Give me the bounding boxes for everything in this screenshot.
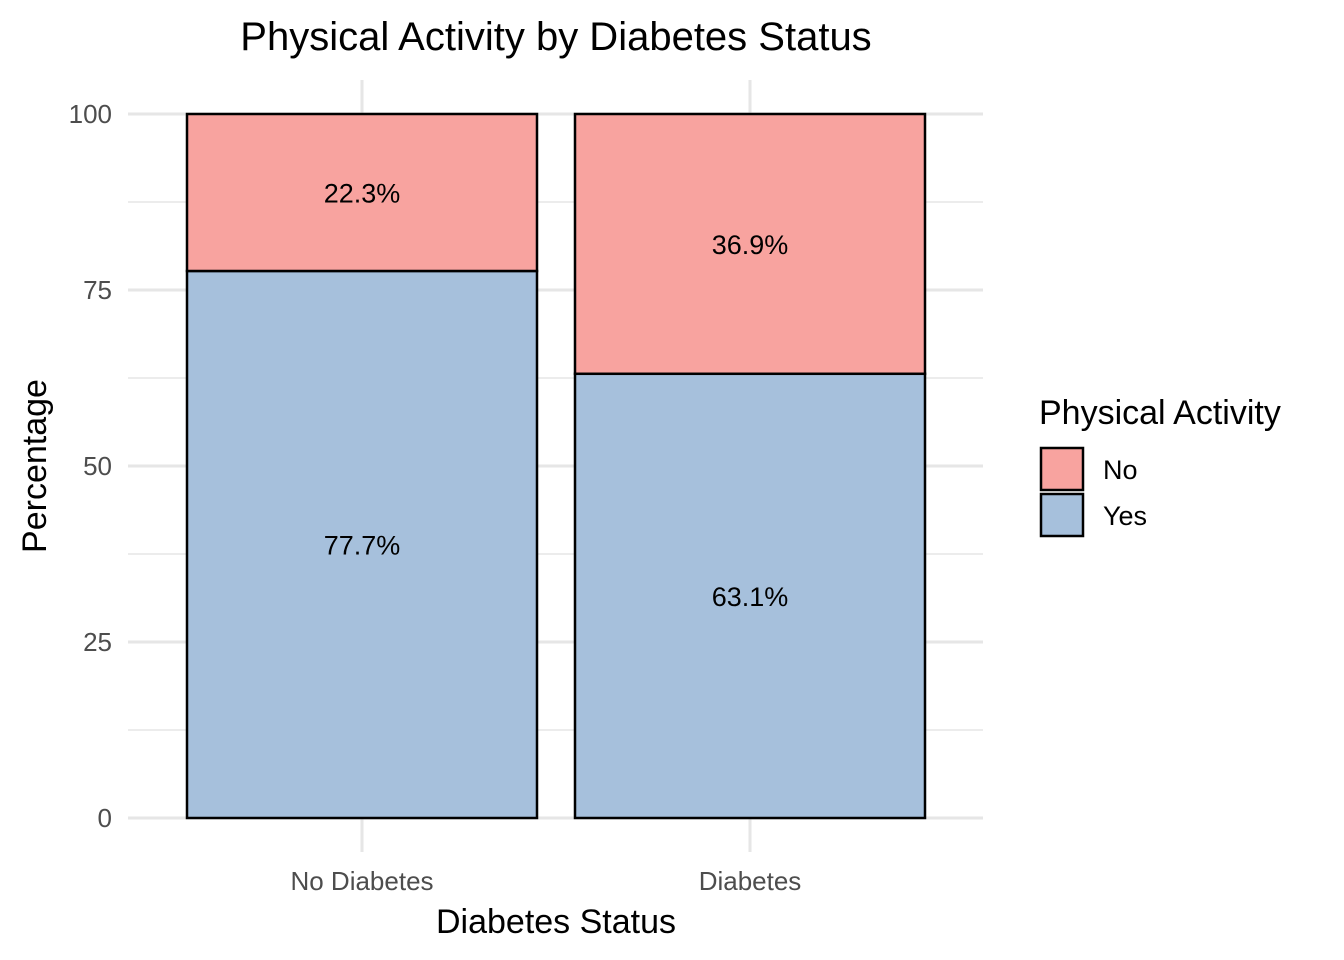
y-tick-label: 75 [83, 275, 112, 305]
legend-swatch-yes [1039, 492, 1085, 538]
legend: Physical Activity No Yes [1039, 394, 1281, 538]
x-tick-label: No Diabetes [290, 866, 433, 896]
legend-label-no: No [1103, 455, 1138, 485]
x-axis-title: Diabetes Status [436, 903, 676, 941]
bar-segment-yes [185, 269, 539, 820]
y-axis-ticks: 0 25 50 75 100 [69, 99, 112, 833]
bar-segment-yes [573, 372, 927, 820]
y-axis-title: Percentage [16, 379, 54, 553]
data-label: 22.3% [324, 178, 401, 208]
y-tick-label: 50 [83, 451, 112, 481]
data-label: 77.7% [324, 530, 401, 560]
legend-items: No Yes [1039, 446, 1147, 538]
y-tick-label: 100 [69, 99, 112, 129]
x-tick-label: Diabetes [699, 866, 802, 896]
bar-segment-no [573, 112, 927, 376]
y-tick-label: 25 [83, 627, 112, 657]
x-axis-ticks: No Diabetes Diabetes [290, 866, 801, 896]
data-label: 63.1% [712, 582, 789, 612]
data-label: 36.9% [712, 230, 789, 260]
chart-title: Physical Activity by Diabetes Status [240, 15, 871, 59]
bars [185, 112, 927, 820]
data-labels: 77.7% 22.3% 63.1% 36.9% [324, 178, 789, 611]
bar-segment-no [185, 112, 539, 273]
legend-swatch-no [1039, 446, 1085, 492]
y-tick-label: 0 [98, 803, 112, 833]
legend-title: Physical Activity [1039, 394, 1281, 432]
legend-label-yes: Yes [1103, 501, 1147, 531]
